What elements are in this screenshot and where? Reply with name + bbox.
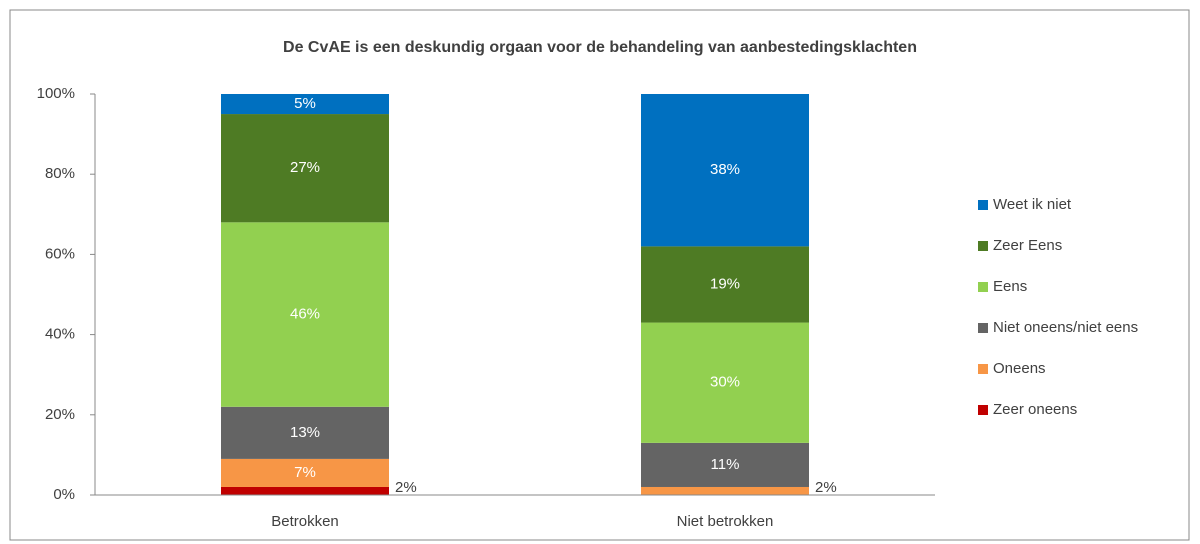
value-label: 30% bbox=[710, 374, 740, 391]
value-label: 2% bbox=[815, 479, 837, 496]
legend-label: Eens bbox=[993, 278, 1027, 295]
y-tick-label: 40% bbox=[45, 326, 75, 343]
legend-label: Oneens bbox=[993, 360, 1046, 377]
y-tick-label: 100% bbox=[37, 85, 75, 102]
value-label: 13% bbox=[290, 424, 320, 441]
legend-swatch bbox=[978, 200, 988, 210]
y-tick-label: 60% bbox=[45, 245, 75, 262]
value-label: 46% bbox=[290, 306, 320, 323]
legend-swatch bbox=[978, 405, 988, 415]
bar-segment bbox=[221, 486, 389, 495]
bar-segment bbox=[221, 458, 389, 487]
bar-segment bbox=[221, 114, 389, 223]
legend-swatch bbox=[978, 282, 988, 292]
chart-border bbox=[9, 9, 1190, 541]
value-label: 11% bbox=[711, 456, 740, 473]
legend-swatch bbox=[978, 323, 988, 333]
chart-title: De CvAE is een deskundig orgaan voor de … bbox=[283, 39, 917, 56]
y-tick-label: 80% bbox=[45, 165, 75, 182]
legend-label: Niet oneens/niet eens bbox=[993, 319, 1138, 336]
bar-segment bbox=[221, 94, 389, 115]
value-label: 5% bbox=[294, 95, 316, 112]
y-tick-label: 0% bbox=[53, 486, 75, 503]
bar-segment bbox=[641, 486, 809, 495]
legend-label: Weet ik niet bbox=[993, 196, 1072, 213]
legend-swatch bbox=[978, 364, 988, 374]
legend-swatch bbox=[978, 241, 988, 251]
x-tick-label: Betrokken bbox=[271, 513, 339, 530]
value-label: 27% bbox=[290, 159, 320, 176]
x-tick-label: Niet betrokken bbox=[677, 513, 774, 530]
bar-segment bbox=[221, 222, 389, 407]
bar-segment bbox=[221, 406, 389, 459]
value-label: 2% bbox=[395, 479, 417, 496]
value-label: 7% bbox=[294, 464, 316, 481]
bar-segment bbox=[641, 94, 809, 247]
y-tick-label: 20% bbox=[45, 406, 75, 423]
value-label: 38% bbox=[710, 161, 740, 178]
bar-segment bbox=[641, 246, 809, 323]
bar-segment bbox=[641, 442, 809, 487]
legend-label: Zeer oneens bbox=[993, 401, 1077, 418]
legend-label: Zeer Eens bbox=[993, 237, 1062, 254]
value-label: 19% bbox=[710, 275, 740, 292]
bar-segment bbox=[641, 322, 809, 443]
